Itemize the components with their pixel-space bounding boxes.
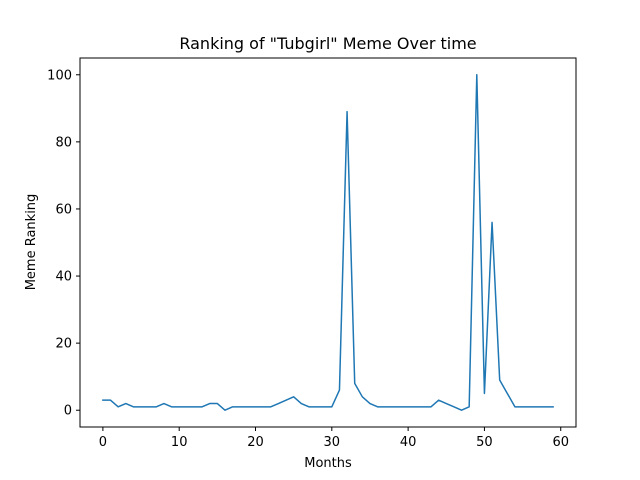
x-tick-label: 60 xyxy=(552,435,569,450)
x-tick-label: 40 xyxy=(400,435,417,450)
chart-title: Ranking of "Tubgirl" Meme Over time xyxy=(179,34,476,53)
y-tick-label: 40 xyxy=(55,270,72,285)
x-tick-label: 10 xyxy=(171,435,188,450)
y-tick-label: 100 xyxy=(47,68,72,83)
y-tick-label: 0 xyxy=(64,404,72,419)
plot-frame xyxy=(79,57,577,428)
x-axis: 0 10 20 30 40 50 60 xyxy=(99,427,569,450)
plot-area xyxy=(102,74,554,411)
x-tick-label: 0 xyxy=(99,435,107,450)
x-tick-label: 20 xyxy=(247,435,264,450)
y-axis: 0 20 40 60 80 100 xyxy=(47,68,80,419)
y-tick-label: 60 xyxy=(55,202,72,217)
y-axis-label: Meme Ranking xyxy=(24,194,39,291)
x-axis-label: Months xyxy=(304,456,352,471)
series-line xyxy=(102,74,554,411)
x-tick-label: 50 xyxy=(476,435,493,450)
y-tick-label: 20 xyxy=(55,337,72,352)
y-tick-label: 80 xyxy=(55,135,72,150)
x-tick-label: 30 xyxy=(324,435,341,450)
